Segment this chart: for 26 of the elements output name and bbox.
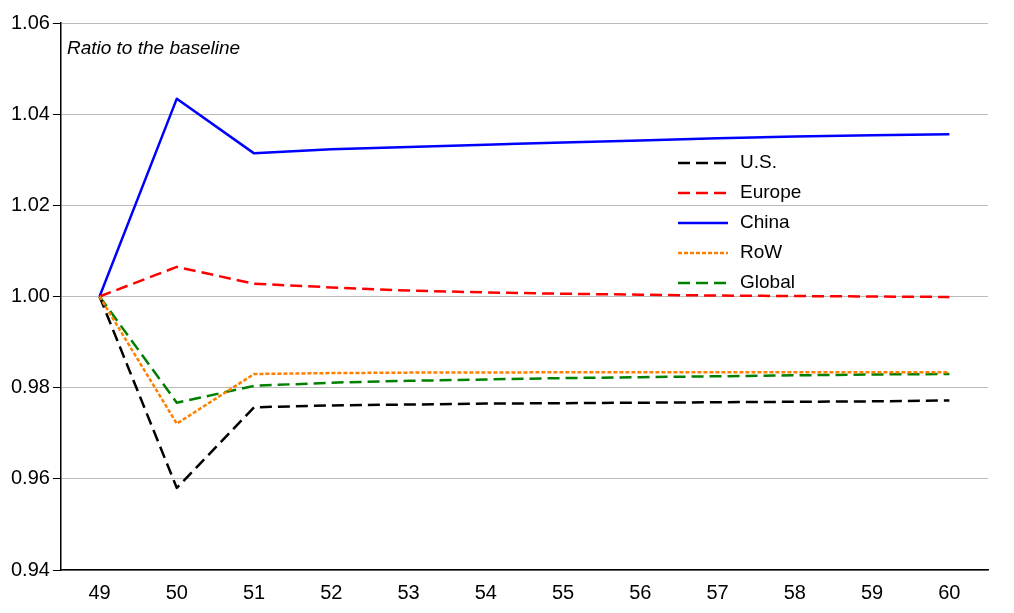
x-tick-label: 58 — [783, 580, 806, 603]
x-tick-label: 55 — [551, 580, 575, 603]
x-tick-label: 52 — [320, 580, 343, 603]
x-tick-label: 57 — [706, 580, 729, 603]
x-tick-label: 49 — [88, 580, 111, 603]
y-tick-label: 0.98 — [10, 375, 50, 398]
legend-label: China — [740, 211, 791, 233]
x-tick-label: 54 — [474, 580, 497, 603]
y-tick-label: 1.02 — [10, 192, 50, 215]
legend-label: RoW — [740, 241, 783, 263]
annotation: Ratio to the baseline — [66, 36, 241, 58]
x-tick-label: 51 — [242, 580, 266, 603]
line-series — [98, 265, 951, 299]
y-tick-label: 0.94 — [10, 557, 50, 580]
x-tick-label: 53 — [397, 580, 420, 603]
x-tick-label: 56 — [629, 580, 652, 603]
x-tick-label: 59 — [860, 580, 884, 603]
x-tick-label: 50 — [165, 580, 188, 603]
x-tick-label: 60 — [938, 580, 961, 603]
y-tick-label: 0.96 — [10, 466, 50, 489]
y-tick-label: 1.04 — [10, 101, 50, 124]
legend-label: U.S. — [740, 151, 777, 173]
y-tick-label: 1.06 — [10, 10, 50, 33]
legend-label: Europe — [740, 181, 802, 203]
y-tick-label: 1.00 — [10, 284, 50, 307]
legend-label: Global — [740, 271, 795, 293]
